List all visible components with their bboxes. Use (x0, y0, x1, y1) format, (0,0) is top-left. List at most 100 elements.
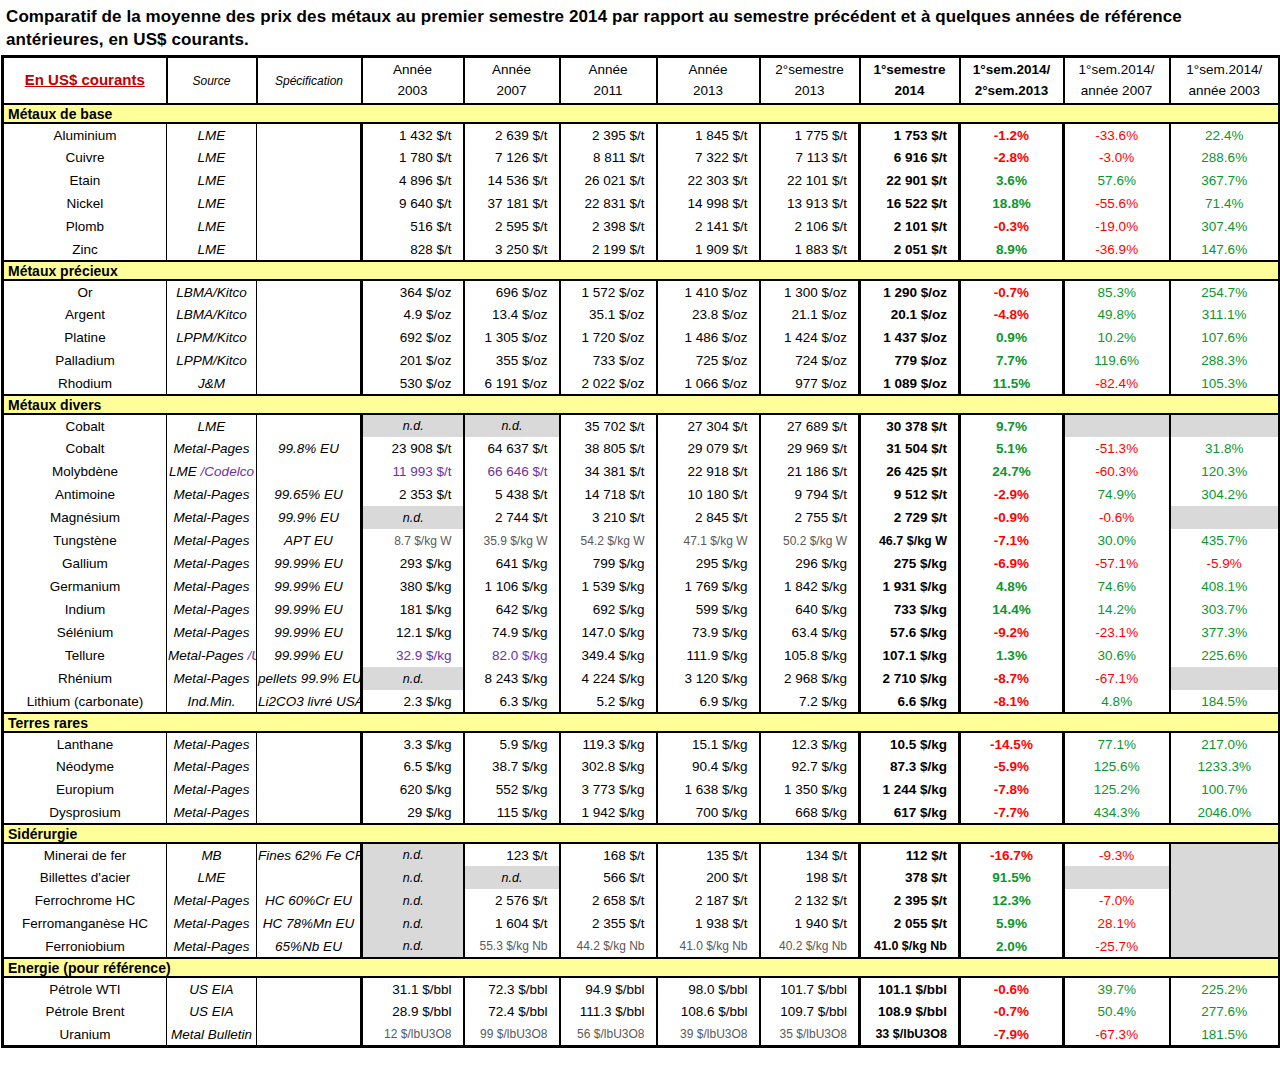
price-cell: 198 $/t (760, 866, 860, 889)
price-cell: 29 $/kg (362, 801, 464, 824)
price-cell: 799 $/kg (560, 552, 657, 575)
price-cell: 63.4 $/kg (760, 621, 860, 644)
pct-cell (1170, 667, 1280, 690)
metal-row: GalliumMetal-Pages99.99% EU293 $/kg641 $… (3, 552, 1280, 575)
price-cell: 12.1 $/kg (362, 621, 464, 644)
price-cell: 41.0 $/kg Nb (657, 935, 760, 958)
price-cell: 3 773 $/kg (560, 778, 657, 801)
metal-row: Pétrole BrentUS EIA28.9 $/bbl72.4 $/bbl1… (3, 1000, 1280, 1023)
price-cell: 168 $/t (560, 843, 657, 866)
source-cell: Metal-Pages /USGS (167, 644, 257, 667)
price-cell: 1 244 $/kg (860, 778, 960, 801)
source-alt: /USGS (244, 648, 257, 663)
section-header: Energie (pour référence) (3, 958, 1280, 977)
price-cell: 2 755 $/t (760, 506, 860, 529)
pct-cell: -9.2% (960, 621, 1064, 644)
source-cell: Metal-Pages (167, 912, 257, 935)
metal-name-cell: Molybdène (3, 460, 167, 483)
price-cell: 119.3 $/kg (560, 732, 657, 755)
price-cell: n.d. (362, 935, 464, 958)
price-cell: 15.1 $/kg (657, 732, 760, 755)
price-cell: 111.9 $/kg (657, 644, 760, 667)
column-header-annee-2011: Année2011 (560, 56, 657, 104)
price-cell: 38 805 $/t (560, 437, 657, 460)
pct-cell: 304.2% (1170, 483, 1280, 506)
pct-cell: 77.1% (1064, 732, 1170, 755)
price-cell: 22 101 $/t (760, 169, 860, 192)
spec-cell (257, 169, 362, 192)
price-cell: 2 055 $/t (860, 912, 960, 935)
pct-cell: -7.9% (960, 1023, 1064, 1046)
metal-row: IndiumMetal-Pages99.99% EU181 $/kg642 $/… (3, 598, 1280, 621)
pct-cell: 50.4% (1064, 1000, 1170, 1023)
price-cell: n.d. (362, 414, 464, 437)
metal-name-cell: Sélénium (3, 621, 167, 644)
spec-cell (257, 192, 362, 215)
metal-row: Pétrole WTIUS EIA31.1 $/bbl72.3 $/bbl94.… (3, 977, 1280, 1000)
metal-row: CobaltMetal-Pages99.8% EU23 908 $/t64 63… (3, 437, 1280, 460)
source-cell: Metal-Pages (167, 621, 257, 644)
metal-row: RhéniumMetal-Pagespellets 99.9% EUn.d.8 … (3, 667, 1280, 690)
metal-row: FerroniobiumMetal-Pages65%Nb EUn.d.55.3 … (3, 935, 1280, 958)
price-cell: 1 410 $/oz (657, 280, 760, 303)
source-cell: US EIA (167, 1000, 257, 1023)
price-cell: 2 595 $/t (464, 215, 560, 238)
pct-cell: 1233.3% (1170, 755, 1280, 778)
pct-cell: 57.6% (1064, 169, 1170, 192)
price-cell: 34 381 $/t (560, 460, 657, 483)
price-cell: 2 199 $/t (560, 238, 657, 261)
pct-cell: -23.1% (1064, 621, 1170, 644)
price-cell: 640 $/kg (760, 598, 860, 621)
price-cell: 1 938 $/t (657, 912, 760, 935)
price-cell: 779 $/oz (860, 349, 960, 372)
price-cell: 1 486 $/oz (657, 326, 760, 349)
metal-row: OrLBMA/Kitco364 $/oz696 $/oz1 572 $/oz1 … (3, 280, 1280, 303)
pct-cell: -36.9% (1064, 238, 1170, 261)
metal-row: CobaltLMEn.d.n.d.35 702 $/t27 304 $/t27 … (3, 414, 1280, 437)
pct-cell: 11.5% (960, 372, 1064, 395)
pct-cell: 225.6% (1170, 644, 1280, 667)
price-cell: 181 $/kg (362, 598, 464, 621)
pct-cell: -0.7% (960, 1000, 1064, 1023)
pct-cell: 22.4% (1170, 123, 1280, 146)
pct-cell: 5.1% (960, 437, 1064, 460)
pct-cell: 2046.0% (1170, 801, 1280, 824)
price-cell: n.d. (362, 889, 464, 912)
price-cell: 296 $/kg (760, 552, 860, 575)
spec-cell (257, 349, 362, 372)
price-cell: 1 539 $/kg (560, 575, 657, 598)
source-cell: J&M (167, 372, 257, 395)
price-cell: 1 305 $/oz (464, 326, 560, 349)
pct-cell: 10.2% (1064, 326, 1170, 349)
pct-cell: 408.1% (1170, 575, 1280, 598)
price-cell: 57.6 $/kg (860, 621, 960, 644)
source-cell: LME (167, 123, 257, 146)
price-cell: 105.8 $/kg (760, 644, 860, 667)
pct-cell: -57.1% (1064, 552, 1170, 575)
spec-cell: 99.99% EU (257, 575, 362, 598)
price-cell: 1 350 $/kg (760, 778, 860, 801)
price-cell: 72.3 $/bbl (464, 977, 560, 1000)
price-cell: 14 536 $/t (464, 169, 560, 192)
price-cell: 37 181 $/t (464, 192, 560, 215)
source-cell: Metal Bulletin (167, 1023, 257, 1046)
pct-cell: 3.6% (960, 169, 1064, 192)
metal-row: TungstèneMetal-PagesAPT EU8.7 $/kg W35.9… (3, 529, 1280, 552)
price-cell: 1 940 $/t (760, 912, 860, 935)
metal-name-cell: Aluminium (3, 123, 167, 146)
pct-cell: 288.3% (1170, 349, 1280, 372)
spec-cell (257, 1000, 362, 1023)
price-cell: 46.7 $/kg W (860, 529, 960, 552)
source-cell: Metal-Pages (167, 483, 257, 506)
price-cell: 123 $/t (464, 843, 560, 866)
price-cell: 41.0 $/kg Nb (860, 935, 960, 958)
price-cell: 21 186 $/t (760, 460, 860, 483)
price-cell: 72.4 $/bbl (464, 1000, 560, 1023)
metal-name-cell: Magnésium (3, 506, 167, 529)
pct-cell: -14.5% (960, 732, 1064, 755)
metal-name-cell: Antimoine (3, 483, 167, 506)
price-cell: 6.9 $/kg (657, 690, 760, 713)
price-cell: 111.3 $/bbl (560, 1000, 657, 1023)
metal-row: DysprosiumMetal-Pages29 $/kg115 $/kg1 94… (3, 801, 1280, 824)
price-cell: 14 998 $/t (657, 192, 760, 215)
